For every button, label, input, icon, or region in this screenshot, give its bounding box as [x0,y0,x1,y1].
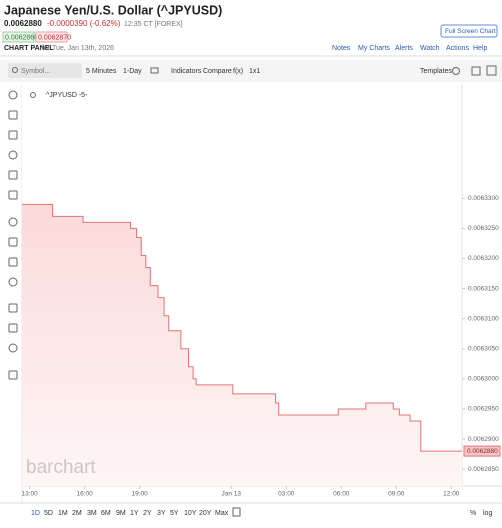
drawing-tool[interactable] [8,323,18,333]
chart-type-icon[interactable] [150,67,159,74]
x-tick-label: 09:00 [388,491,405,498]
panel-date: for Tue, Jan 13th, 2026 [42,45,114,52]
last-price-tag [463,445,501,457]
toolbar-item[interactable]: f(x) [233,68,243,75]
drawing-tool[interactable] [8,170,18,180]
range-button[interactable]: Max [215,510,229,517]
y-tick-label: 0.0063100 [468,315,499,322]
drawing-tool[interactable] [8,277,18,287]
header-link[interactable]: Watch [420,45,440,52]
y-tick-label: 0.0063200 [468,255,499,262]
y-tick-label: 0.0063250 [468,225,499,232]
drawing-tool[interactable] [8,343,18,353]
x-tick-label: Jan 13 [222,491,242,498]
full-screen-label[interactable]: Full Screen Chart [445,28,496,35]
range-button[interactable]: 2Y [143,510,152,517]
range-button[interactable]: 10Y [184,510,197,517]
x-tick-label: 03:00 [278,491,295,498]
range-button[interactable]: 5Y [170,510,179,517]
settings-icon[interactable] [452,67,460,75]
x-tick-label: 16:00 [76,491,93,498]
area [22,204,462,486]
range-button[interactable]: 5D [44,510,53,517]
header-link[interactable]: My Charts [358,45,390,52]
drawing-tool[interactable] [8,257,18,267]
range-button[interactable]: 6M [101,510,111,517]
drawing-tool[interactable] [8,217,18,227]
layout-icon[interactable] [471,66,481,76]
symbol-placeholder[interactable]: Symbol... [21,68,50,75]
drawing-tool[interactable] [8,130,18,140]
search-icon [12,67,18,73]
calendar-icon[interactable] [232,507,241,517]
toolbar [0,60,502,82]
x-tick-label: 19:00 [131,491,148,498]
range-button[interactable]: 3M [87,510,97,517]
drawing-tool[interactable] [8,237,18,247]
price-line [22,203,462,452]
x-tick-label: 06:00 [333,491,350,498]
symbol-input[interactable] [8,63,82,78]
panel-label: CHART PANEL [4,45,54,52]
legend: ^JPYUSD -5- [46,92,88,99]
drawing-tool[interactable] [8,150,18,160]
full-screen-button[interactable] [440,24,498,38]
title: Japanese Yen/U.S. Dollar (^JPYUSD) [4,3,222,17]
time: 12:35 CT [FOREX] [124,21,183,28]
change: -0.0000390 (-0.62%) [47,19,121,28]
toolbar-item[interactable]: Compare [203,68,232,75]
fullscreen-icon[interactable] [486,65,497,76]
header-link[interactable]: Actions [446,45,469,52]
templates[interactable]: Templates [420,68,452,75]
range-button[interactable]: 9M [116,510,126,517]
scale-option[interactable]: % [470,510,476,517]
range-button[interactable]: 1D [31,510,40,517]
y-tick-label: 0.0063150 [468,285,499,292]
y-tick-label: 0.0062850 [468,466,499,473]
y-tick-label: 0.0062950 [468,406,499,413]
x-tick-label: 12:00 [443,491,460,498]
y-tick-label: 0.0063050 [468,346,499,353]
toolbar-item[interactable]: Indicators [171,68,202,75]
ask-box [35,31,68,43]
range-button[interactable]: 20Y [199,510,212,517]
toolbar-item[interactable]: 1x1 [249,68,260,75]
range-button[interactable]: 2M [72,510,82,517]
toolbar-item[interactable]: 5 Minutes [86,68,117,75]
bid: 0.0062860 [5,34,38,41]
price: 0.0062880 [4,19,42,28]
drawing-tool[interactable] [8,190,18,200]
scale-option[interactable]: log [483,510,492,517]
header-link[interactable]: Help [473,45,488,52]
y-tick-label: 0.0063000 [468,376,499,383]
range-button[interactable]: 1M [58,510,68,517]
bid-box [2,31,35,43]
drawing-tool[interactable] [8,90,18,100]
header-link[interactable]: Notes [332,45,351,52]
drawing-tool[interactable] [8,370,18,380]
watermark: barchart [26,457,96,478]
x-tick-label: 13:00 [21,491,38,498]
drawing-tool[interactable] [8,110,18,120]
y-tick-label: 0.0062900 [468,436,499,443]
y-tick-label: 0.0063300 [468,195,499,202]
visibility-icon[interactable] [30,92,36,98]
range-button[interactable]: 3Y [157,510,166,517]
drawing-tool[interactable] [8,303,18,313]
last-price: 0.0062880 [467,448,498,455]
header-link[interactable]: Alerts [395,45,413,52]
range-button[interactable]: 1Y [130,510,139,517]
ask: 0.0062870 [38,34,71,41]
toolbar-item[interactable]: 1-Day [123,68,142,75]
